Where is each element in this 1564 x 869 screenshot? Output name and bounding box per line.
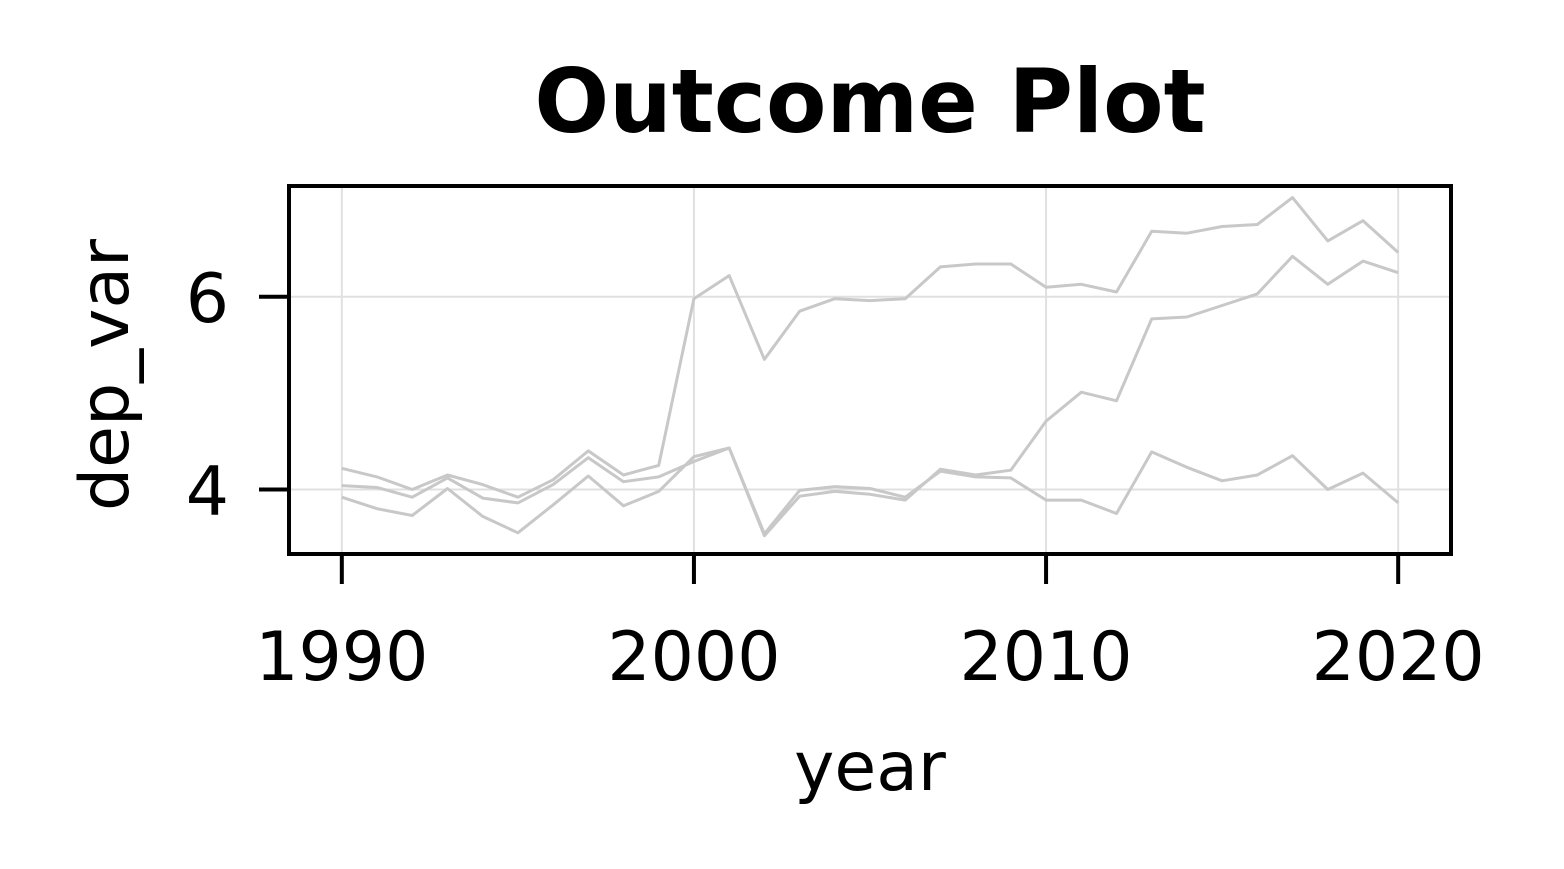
x-tick-label: 2000 — [607, 618, 780, 697]
series-line-3 — [341, 446, 1400, 536]
series-line-2 — [341, 254, 1399, 538]
y-tick-label: 6 — [186, 260, 229, 339]
y-tick-label: 4 — [186, 452, 229, 531]
x-tick-label: 1990 — [255, 618, 428, 697]
chart-title: Outcome Plot — [534, 50, 1205, 153]
x-axis-label: year — [794, 728, 946, 807]
grid-layer — [289, 186, 1451, 554]
x-tick-label: 2020 — [1312, 618, 1485, 697]
plot-frame — [287, 184, 1453, 556]
y-axis-label: dep_var — [66, 239, 145, 511]
x-axis: 1990 2000 2010 2020 — [255, 554, 1485, 697]
series-line-1 — [341, 196, 1400, 499]
y-axis: 46 — [186, 260, 289, 531]
x-tick-label: 2010 — [960, 618, 1133, 697]
series-layer — [341, 196, 1400, 538]
